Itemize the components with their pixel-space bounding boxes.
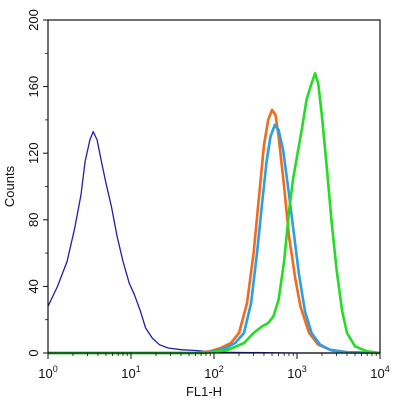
y-tick-label-4: 160 — [26, 76, 41, 98]
series-line-0 — [47, 130, 380, 354]
series-line-2 — [48, 123, 381, 355]
series-layer — [47, 72, 381, 355]
x-tick-label-1: 101 — [121, 364, 140, 381]
y-tick-label-1: 40 — [26, 279, 41, 293]
y-axis-title: Counts — [2, 165, 17, 207]
x-tick-label-2: 102 — [204, 364, 223, 381]
axes-layer: 100 101 102 103 104 0 40 80 120 160 200 FL1-H Counts — [2, 9, 390, 399]
y-tick-label-5: 200 — [26, 9, 41, 31]
y-tick-label-0: 0 — [26, 349, 41, 356]
x-tick-label-4: 104 — [370, 364, 389, 381]
series-line-3 — [48, 72, 381, 355]
plot-frame — [47, 19, 381, 354]
y-tick-label-2: 80 — [26, 213, 41, 227]
y-tick-label-3: 120 — [26, 142, 41, 164]
x-axis-title: FL1-H — [186, 384, 222, 399]
x-tick-label-3: 103 — [287, 364, 306, 381]
series-line-1 — [48, 108, 381, 355]
x-tick-label-0: 100 — [38, 364, 57, 381]
